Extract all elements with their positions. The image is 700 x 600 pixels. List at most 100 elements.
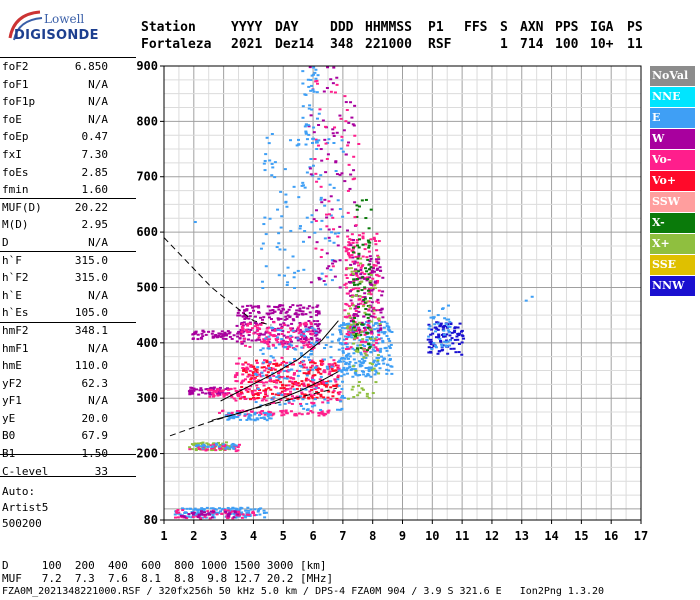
echo-point <box>346 367 350 370</box>
echo-point <box>218 443 222 446</box>
echo-point <box>333 232 337 235</box>
echo-point <box>290 322 294 325</box>
echo-point <box>200 337 204 340</box>
echo-point <box>334 364 338 367</box>
echo-point <box>278 403 282 406</box>
echo-point <box>359 257 363 260</box>
echo-point <box>284 340 288 343</box>
echo-point <box>367 292 371 295</box>
echo-point <box>241 334 245 337</box>
echo-point <box>388 346 392 349</box>
echo-point <box>327 200 331 203</box>
echo-point <box>311 137 315 140</box>
echo-point <box>312 393 316 396</box>
echo-point <box>380 294 384 297</box>
echo-point <box>178 513 182 516</box>
echo-point <box>366 373 370 376</box>
param-value: 315.0 <box>74 271 108 285</box>
echo-point <box>440 307 444 310</box>
echo-point <box>357 276 361 279</box>
echo-point <box>314 341 318 344</box>
echo-point <box>313 362 317 365</box>
echo-point <box>277 318 281 321</box>
echo-point <box>368 362 372 365</box>
echo-point <box>282 413 286 416</box>
echo-point <box>332 186 336 189</box>
echo-point <box>317 177 321 180</box>
echo-point <box>243 413 247 416</box>
true-height-profile <box>220 320 339 402</box>
echo-point <box>453 329 457 332</box>
echo-point <box>292 185 296 188</box>
echo-point <box>277 305 281 308</box>
echo-point <box>325 225 329 228</box>
echo-point <box>288 306 292 309</box>
echo-point <box>315 79 319 82</box>
echo-point <box>390 331 394 334</box>
echo-point <box>369 375 373 378</box>
echo-point <box>247 388 251 391</box>
echo-point <box>282 334 286 337</box>
echo-point <box>438 337 442 340</box>
echo-point <box>236 332 240 335</box>
echo-point <box>288 337 292 340</box>
echo-point <box>369 208 373 211</box>
echo-point <box>251 371 255 374</box>
param-value: 1.50 <box>81 447 109 461</box>
echo-point <box>341 215 345 218</box>
echo-point <box>362 373 366 376</box>
echo-point <box>286 314 290 317</box>
echo-point <box>374 243 378 246</box>
echo-point <box>322 90 326 93</box>
echo-point <box>246 324 250 327</box>
echo-point <box>366 278 370 281</box>
echo-point <box>252 332 256 335</box>
echo-point <box>298 324 302 327</box>
echo-point <box>350 294 354 297</box>
echo-point <box>335 385 339 388</box>
echo-point <box>315 91 319 94</box>
echo-point <box>360 321 364 324</box>
echo-point <box>241 324 245 327</box>
echo-point <box>194 449 198 452</box>
echo-point <box>440 333 444 336</box>
echo-point <box>359 351 363 354</box>
echo-point <box>258 373 262 376</box>
param-label: hmE <box>2 359 22 373</box>
echo-point <box>356 283 360 286</box>
param-row: h`E N/A <box>0 287 136 305</box>
echo-point <box>248 345 252 348</box>
echo-point <box>367 250 371 253</box>
echo-point <box>276 208 280 211</box>
echo-point <box>436 352 440 355</box>
echo-point <box>322 396 326 399</box>
echo-point <box>227 412 231 415</box>
echo-point <box>354 224 358 227</box>
param-row: h`F 315.0 <box>0 252 136 270</box>
echo-point <box>387 354 391 357</box>
echo-point <box>318 108 322 111</box>
echo-point <box>365 336 369 339</box>
echo-point <box>369 366 373 369</box>
echo-point <box>202 330 206 333</box>
header-label-s: S <box>500 20 508 35</box>
echo-point <box>359 302 363 305</box>
echo-point <box>306 383 310 386</box>
legend-item-x-plus: X+ <box>650 234 695 254</box>
echo-point <box>310 388 314 391</box>
echo-point <box>327 390 331 393</box>
echo-point <box>255 326 259 329</box>
echo-point <box>357 332 361 335</box>
echo-point <box>279 226 283 229</box>
echo-point <box>286 398 290 401</box>
echo-point <box>378 266 382 269</box>
echo-point <box>332 259 336 262</box>
echo-point <box>333 91 337 94</box>
echo-point <box>229 512 233 515</box>
echo-point <box>329 78 333 81</box>
echo-point <box>317 411 321 414</box>
echo-point <box>352 326 356 329</box>
echo-point <box>427 309 431 312</box>
echo-point <box>303 363 307 366</box>
echo-point <box>365 276 369 279</box>
